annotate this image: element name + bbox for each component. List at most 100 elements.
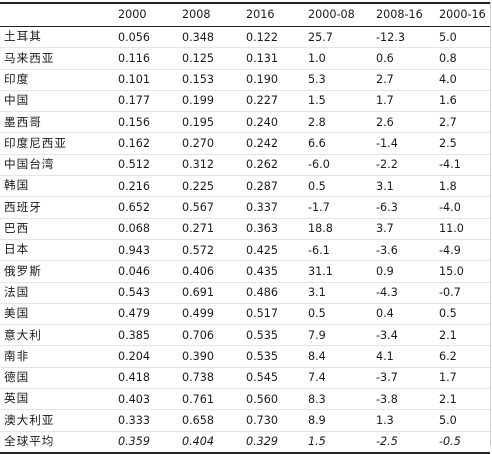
table-cell: 0.479 xyxy=(109,303,173,326)
table-cell: -4.0 xyxy=(430,196,490,219)
row-label: 韩国 xyxy=(0,175,109,198)
row-label: 马来西亚 xyxy=(0,47,109,70)
table-cell: 0.567 xyxy=(173,196,237,219)
table-cell: 5.0 xyxy=(430,409,490,432)
table-cell: 0.125 xyxy=(173,47,237,70)
table-cell: 0.9 xyxy=(367,260,430,283)
table-cell: -0.5 xyxy=(430,431,490,454)
table-cell: 0.8 xyxy=(430,47,490,70)
row-label: 中国台湾 xyxy=(0,154,109,177)
row-label: 德国 xyxy=(0,367,109,390)
table-cell: 0.122 xyxy=(237,26,299,49)
table-cell: 8.3 xyxy=(299,388,367,411)
table-cell: 0.101 xyxy=(109,69,173,91)
table-row: 日本 0.943 0.572 0.425 -6.1 -3.6 -4.9 xyxy=(0,239,490,262)
row-label: 土耳其 xyxy=(0,26,109,49)
row-label: 南非 xyxy=(0,345,109,368)
table-row: 西班牙 0.652 0.567 0.337 -1.7 -6.3 -4.0 xyxy=(0,196,490,219)
table-cell: 0.162 xyxy=(109,132,173,155)
row-label: 法国 xyxy=(0,282,109,304)
table-cell: 1.8 xyxy=(430,175,490,198)
table-cell: 4.1 xyxy=(367,345,430,368)
table-cell: 5.3 xyxy=(299,69,367,91)
table-cell: 0.404 xyxy=(173,431,237,454)
table-cell: 0.535 xyxy=(237,324,299,347)
table-cell: 0.706 xyxy=(173,324,237,347)
table-cell: 0.116 xyxy=(109,47,173,70)
table-cell: -4.3 xyxy=(367,282,430,304)
table-cell: -6.1 xyxy=(299,239,367,262)
table-cell: 0.943 xyxy=(109,239,173,262)
table-cell: 2.8 xyxy=(299,111,367,134)
table-cell: 0.195 xyxy=(173,111,237,134)
header-cell-country xyxy=(0,2,109,27)
table-cell: 0.4 xyxy=(367,303,430,326)
header-cell-2000-08: 2000-08 xyxy=(299,2,367,27)
table-cell: -6.3 xyxy=(367,196,430,219)
table-row: 马来西亚 0.116 0.125 0.131 1.0 0.6 0.8 xyxy=(0,47,490,70)
table-cell: 7.4 xyxy=(299,367,367,390)
row-label: 全球平均 xyxy=(0,431,109,454)
table-cell: 0.312 xyxy=(173,154,237,177)
table-cell: 0.403 xyxy=(109,388,173,411)
table-cell: 0.5 xyxy=(299,303,367,326)
table-cell: 0.517 xyxy=(237,303,299,326)
row-label: 巴西 xyxy=(0,218,109,240)
table-cell: 31.1 xyxy=(299,260,367,283)
table-cell: 0.543 xyxy=(109,282,173,304)
table-cell: 3.7 xyxy=(367,218,430,240)
table-cell: 0.337 xyxy=(237,196,299,219)
table-cell: -2.5 xyxy=(367,431,430,454)
table-cell: 0.199 xyxy=(173,90,237,113)
table-cell: 0.499 xyxy=(173,303,237,326)
table-cell: 0.225 xyxy=(173,175,237,198)
row-label: 英国 xyxy=(0,388,109,411)
table-cell: 2.5 xyxy=(430,132,490,155)
table-cell: 0.333 xyxy=(109,409,173,432)
table-cell: 0.5 xyxy=(299,175,367,198)
table-cell: 0.348 xyxy=(173,26,237,49)
table-row: 俄罗斯 0.046 0.406 0.435 31.1 0.9 15.0 xyxy=(0,260,490,283)
row-label: 意大利 xyxy=(0,324,109,347)
table-body: 土耳其 0.056 0.348 0.122 25.7 -12.3 5.0 马来西亚 0.116 0… xyxy=(0,26,490,454)
table-row: 中国 0.177 0.199 0.227 1.5 1.7 1.6 xyxy=(0,90,490,113)
table-cell: -1.7 xyxy=(299,196,367,219)
table-cell: 0.385 xyxy=(109,324,173,347)
table-cell: 0.329 xyxy=(237,431,299,454)
table-cell: 0.486 xyxy=(237,282,299,304)
table-cell: 0.363 xyxy=(237,218,299,240)
right-border xyxy=(490,2,491,446)
table-cell: 0.691 xyxy=(173,282,237,304)
table-cell: 2.1 xyxy=(430,388,490,411)
table-cell: 1.3 xyxy=(367,409,430,432)
table-cell: -4.1 xyxy=(430,154,490,177)
row-label: 印度尼西亚 xyxy=(0,132,109,155)
table-cell: 6.2 xyxy=(430,345,490,368)
table-row: 墨西哥 0.156 0.195 0.240 2.8 2.6 2.7 xyxy=(0,111,490,134)
table-cell: 0.406 xyxy=(173,260,237,283)
table-cell: 0.572 xyxy=(173,239,237,262)
table-row: 英国 0.403 0.761 0.560 8.3 -3.8 2.1 xyxy=(0,388,490,411)
table-cell: 4.0 xyxy=(430,69,490,91)
row-label: 日本 xyxy=(0,239,109,262)
table-cell: 0.227 xyxy=(237,90,299,113)
table-cell: 0.6 xyxy=(367,47,430,70)
table-row: 全球平均 0.359 0.404 0.329 1.5 -2.5 -0.5 xyxy=(0,431,490,454)
table-cell: 1.5 xyxy=(299,431,367,454)
row-label: 美国 xyxy=(0,303,109,326)
table-cell: -1.4 xyxy=(367,132,430,155)
table-cell: -0.7 xyxy=(430,282,490,304)
table-cell: 0.512 xyxy=(109,154,173,177)
table-cell: 0.068 xyxy=(109,218,173,240)
table-cell: 0.560 xyxy=(237,388,299,411)
table-cell: 2.6 xyxy=(367,111,430,134)
table-cell: 0.738 xyxy=(173,367,237,390)
table-cell: 0.658 xyxy=(173,409,237,432)
row-label: 墨西哥 xyxy=(0,111,109,134)
table-cell: 0.730 xyxy=(237,409,299,432)
table-cell: 15.0 xyxy=(430,260,490,283)
header-cell-2016: 2016 xyxy=(237,2,299,27)
table-cell: 0.535 xyxy=(237,345,299,368)
table-cell: 0.390 xyxy=(173,345,237,368)
